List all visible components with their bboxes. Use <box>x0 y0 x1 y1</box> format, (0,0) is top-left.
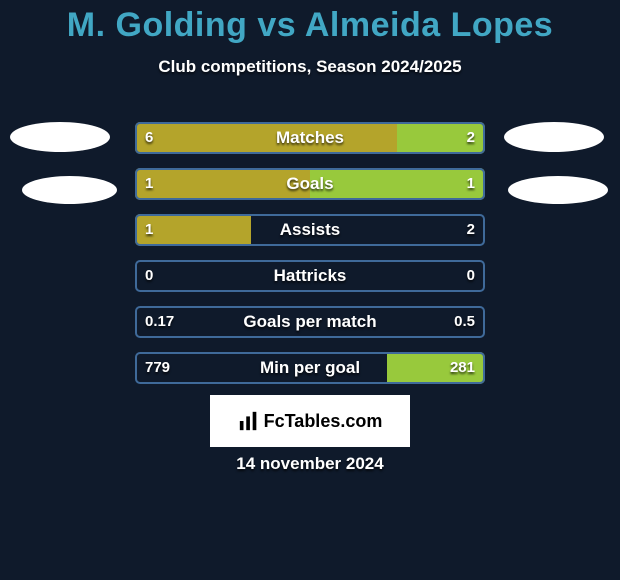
stat-row: 12Assists <box>135 214 485 246</box>
stat-metric-label: Min per goal <box>135 352 485 384</box>
team-left-logo <box>22 176 117 204</box>
stat-row: 0.170.5Goals per match <box>135 306 485 338</box>
stat-metric-label: Goals <box>135 168 485 200</box>
comparison-card: M. Golding vs Almeida Lopes Club competi… <box>0 0 620 580</box>
stat-metric-label: Matches <box>135 122 485 154</box>
player-left-photo <box>10 122 110 152</box>
player-right-photo <box>504 122 604 152</box>
stat-metric-label: Assists <box>135 214 485 246</box>
date-text: 14 november 2024 <box>0 454 620 474</box>
brand-badge[interactable]: FcTables.com <box>210 395 410 447</box>
stat-metric-label: Goals per match <box>135 306 485 338</box>
page-subtitle: Club competitions, Season 2024/2025 <box>0 57 620 77</box>
team-right-logo <box>508 176 608 204</box>
stat-row: 62Matches <box>135 122 485 154</box>
brand-text: FcTables.com <box>264 411 383 432</box>
stat-metric-label: Hattricks <box>135 260 485 292</box>
page-title: M. Golding vs Almeida Lopes <box>0 0 620 45</box>
chart-icon <box>238 410 260 432</box>
stat-row: 00Hattricks <box>135 260 485 292</box>
stat-bars: 62Matches 11Goals 12Assists 00Hattricks 0.17… <box>135 122 485 398</box>
stat-row: 779281Min per goal <box>135 352 485 384</box>
stat-row: 11Goals <box>135 168 485 200</box>
